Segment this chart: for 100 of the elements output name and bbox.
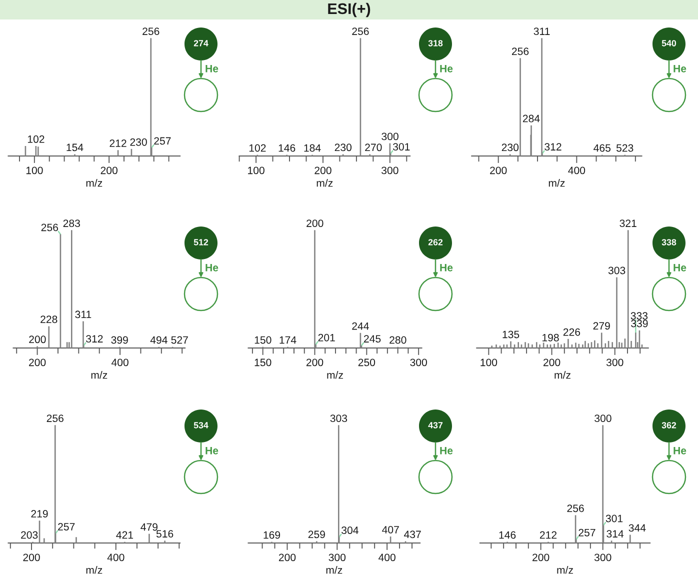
annotation: 303 <box>608 266 626 274</box>
x-tick-label: 200 <box>100 166 118 174</box>
annotation: 301 <box>392 143 410 151</box>
text: He <box>206 446 218 454</box>
x-tick-label: 200 <box>532 554 550 562</box>
annotation: 321 <box>620 220 636 228</box>
annotation: 257 <box>154 137 171 145</box>
annotation: 201 <box>318 334 335 342</box>
annotation: 169 <box>264 531 280 539</box>
text: 512 <box>194 239 208 246</box>
text: 534 <box>194 422 208 428</box>
annotation: 184 <box>304 144 321 152</box>
annotation: 257 <box>578 528 596 536</box>
annotation: 230 <box>334 144 352 152</box>
text: 437 <box>428 422 443 428</box>
text: He <box>674 264 686 272</box>
x-axis-title: m/z <box>327 371 343 379</box>
annotation: 311 <box>75 310 92 318</box>
x-tick-label: 200 <box>29 358 46 366</box>
annotation: 135 <box>502 330 520 338</box>
x-tick-label: 200 <box>544 358 560 366</box>
text: 540 <box>662 40 676 46</box>
annotation: 228 <box>40 316 58 324</box>
annotation: 256 <box>46 414 64 422</box>
x-tick-label: 200 <box>490 166 507 174</box>
text: He <box>206 64 218 72</box>
x-tick-label: 200 <box>278 554 296 562</box>
x-axis-title: m/z <box>548 179 565 187</box>
x-axis-title: m/z <box>557 566 573 574</box>
x-tick-label: 250 <box>358 358 376 366</box>
annotation: 312 <box>86 335 103 343</box>
annotation: 339 <box>631 320 648 328</box>
annotation: 399 <box>111 336 128 344</box>
annotation: 245 <box>364 335 381 343</box>
annotation: 333 <box>630 312 648 320</box>
annotation: 219 <box>31 510 48 518</box>
annotation: 102 <box>28 135 44 143</box>
x-tick-label: 200 <box>306 358 324 366</box>
text: 318 <box>428 40 443 46</box>
annotation: 523 <box>616 144 634 152</box>
text: He <box>440 264 453 272</box>
annotation: 256 <box>512 48 529 56</box>
annotation: 257 <box>58 523 75 530</box>
annotation: 304 <box>342 526 358 534</box>
x-axis-title: m/z <box>86 566 102 574</box>
x-tick-label: 100 <box>480 358 498 366</box>
text: He <box>206 264 218 272</box>
x-tick-label: 300 <box>382 166 398 174</box>
annotation: 200 <box>306 220 324 228</box>
annotation: 230 <box>502 144 519 152</box>
annotation: 203 <box>21 531 38 539</box>
text: 362 <box>662 422 676 428</box>
annotation: 226 <box>563 328 580 336</box>
annotation: 212 <box>540 531 557 539</box>
annotation: 283 <box>63 220 80 228</box>
annotation: 212 <box>110 140 126 147</box>
x-tick-label: 400 <box>378 554 396 562</box>
annotation: 150 <box>254 336 272 344</box>
annotation: 311 <box>534 28 550 36</box>
annotation: 230 <box>130 138 147 146</box>
annotation: 102 <box>249 144 266 152</box>
text: 262 <box>428 239 443 246</box>
annotation: 244 <box>352 322 369 330</box>
annotation: 174 <box>280 336 296 344</box>
annotation: 146 <box>278 144 296 152</box>
annotation: 284 <box>522 114 540 122</box>
annotation: 300 <box>594 414 612 422</box>
x-tick-label: 300 <box>410 358 427 366</box>
annotation: 479 <box>140 523 158 531</box>
annotation: 280 <box>390 336 406 344</box>
annotation: 256 <box>41 224 58 232</box>
text: 338 <box>662 239 676 246</box>
annotation: 421 <box>116 531 134 539</box>
x-tick-label: 100 <box>248 166 264 174</box>
annotation: 301 <box>606 514 623 522</box>
x-tick-label: 200 <box>314 166 332 174</box>
x-tick-label: 400 <box>111 358 128 366</box>
annotation: 465 <box>594 144 610 152</box>
x-axis-title: m/z <box>316 179 333 187</box>
annotation: 494 <box>150 336 168 344</box>
annotation: 256 <box>567 504 584 512</box>
annotation: 200 <box>29 336 46 344</box>
x-axis-title: m/z <box>326 566 342 574</box>
annotation: 146 <box>499 531 516 539</box>
annotation: 527 <box>171 336 188 344</box>
text: He <box>440 446 453 454</box>
annotation: 312 <box>544 143 562 151</box>
x-tick-label: 300 <box>606 358 624 366</box>
x-axis-title: m/z <box>554 371 570 379</box>
x-tick-label: 100 <box>26 166 43 174</box>
annotation: 154 <box>66 144 84 152</box>
x-tick-label: 200 <box>23 554 40 562</box>
x-tick-label: 400 <box>568 166 586 174</box>
text: He <box>674 64 686 72</box>
annotation: 303 <box>330 414 348 422</box>
x-axis-title: m/z <box>86 179 102 187</box>
text: 274 <box>194 40 208 46</box>
x-tick-label: 300 <box>328 554 346 562</box>
x-tick-label: 150 <box>254 358 272 366</box>
annotation: 259 <box>308 530 325 538</box>
